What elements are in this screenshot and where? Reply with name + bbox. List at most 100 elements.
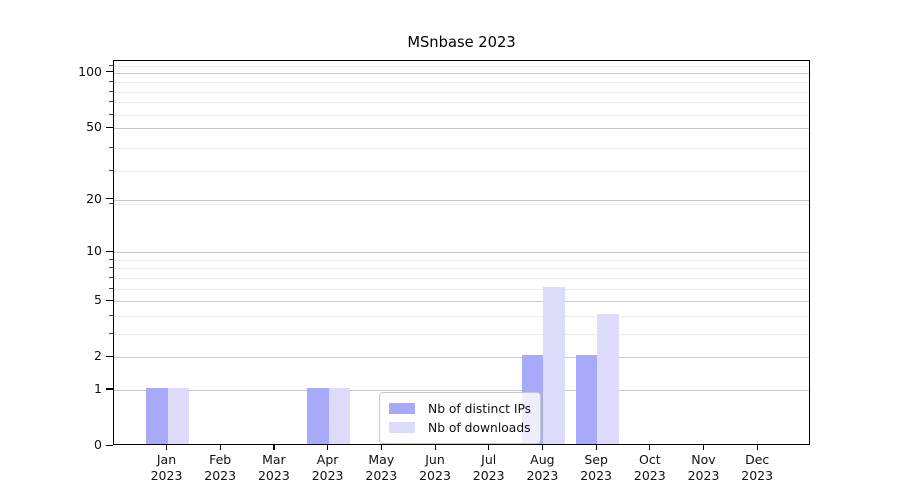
x-tick-mark: [488, 445, 490, 450]
y-gridline-minor: [114, 114, 809, 116]
y-gridline-minor: [114, 82, 809, 84]
y-tick-mark: [106, 299, 113, 301]
y-minor-tick-mark: [109, 64, 113, 66]
y-tick-mark: [106, 71, 113, 73]
x-tick-label: Dec 2023: [725, 452, 789, 484]
y-gridline-major: [114, 357, 809, 359]
y-gridline-minor: [114, 203, 809, 205]
legend-label: Nb of distinct IPs: [428, 401, 532, 416]
x-tick-month: Feb: [209, 452, 232, 467]
y-gridline-minor: [114, 268, 809, 270]
x-tick-label: Oct 2023: [618, 452, 682, 484]
x-tick-month: Jul: [481, 452, 497, 467]
x-tick-year: 2023: [741, 468, 774, 483]
y-tick-mark: [106, 388, 113, 390]
y-gridline-minor: [114, 277, 809, 279]
legend-item: Nb of distinct IPs: [389, 399, 531, 418]
y-gridline-minor: [114, 259, 809, 261]
x-tick-month: Oct: [638, 452, 661, 467]
x-tick-month: Sep: [584, 452, 608, 467]
x-tick-month: Apr: [316, 452, 339, 467]
bar-distinct-ips: [146, 387, 168, 444]
x-tick-year: 2023: [687, 468, 720, 483]
y-tick-mark: [106, 250, 113, 252]
x-tick-label: Apr 2023: [296, 452, 360, 484]
x-tick-year: 2023: [419, 468, 451, 483]
y-gridline-minor: [114, 65, 809, 67]
y-tick-mark: [106, 198, 113, 200]
x-tick-month: May: [368, 452, 395, 467]
y-tick-label: 10: [86, 243, 102, 259]
y-tick-mark: [106, 355, 113, 357]
y-gridline-major: [114, 199, 809, 201]
x-tick-year: 2023: [365, 468, 398, 483]
x-tick-mark: [273, 445, 275, 450]
bar-distinct-ips: [575, 355, 598, 444]
y-gridline-major: [114, 301, 809, 303]
y-gridline-minor: [114, 147, 809, 149]
x-tick-mark: [756, 445, 758, 450]
chart-title: MSnbase 2023: [407, 34, 516, 51]
y-minor-tick-mark: [109, 314, 113, 316]
y-tick-label: 50: [86, 119, 102, 135]
legend-label: Nb of downloads: [428, 420, 531, 435]
bar-distinct-ips: [307, 387, 329, 444]
x-tick-month: Nov: [691, 452, 716, 467]
y-minor-tick-mark: [109, 169, 113, 171]
x-tick-year: 2023: [580, 468, 612, 483]
y-tick-label: 0: [94, 437, 102, 452]
x-tick-month: Jun: [425, 452, 445, 467]
y-minor-tick-mark: [109, 332, 113, 334]
y-gridline-major: [114, 252, 809, 254]
x-tick-mark: [380, 445, 382, 450]
x-tick-year: 2023: [150, 468, 183, 483]
x-tick-label: Feb 2023: [188, 452, 252, 484]
x-tick-year: 2023: [311, 468, 344, 483]
y-minor-tick-mark: [109, 113, 113, 115]
x-tick-mark: [595, 445, 597, 450]
y-minor-tick-mark: [109, 287, 113, 289]
x-tick-year: 2023: [472, 468, 505, 483]
x-tick-label: Mar 2023: [242, 452, 306, 484]
y-gridline-minor: [114, 170, 809, 172]
x-tick-mark: [703, 445, 705, 450]
y-gridline-minor: [114, 315, 809, 317]
y-gridline-minor: [114, 333, 809, 335]
x-tick-month: Dec: [745, 452, 770, 467]
legend-item: Nb of downloads: [389, 418, 531, 437]
y-minor-tick-mark: [109, 146, 113, 148]
y-gridline-major: [114, 128, 809, 130]
x-tick-month: Aug: [530, 452, 555, 467]
y-tick-label: 5: [94, 292, 102, 308]
x-tick-month: Mar: [262, 452, 286, 467]
x-tick-year: 2023: [204, 468, 237, 483]
y-gridline-minor: [114, 102, 809, 104]
x-tick-label: Jun 2023: [403, 452, 467, 484]
y-minor-tick-mark: [109, 258, 113, 260]
y-tick-mark: [106, 444, 113, 446]
legend: Nb of distinct IPs Nb of downloads: [379, 392, 542, 444]
x-tick-mark: [541, 445, 544, 450]
y-minor-tick-mark: [109, 202, 113, 204]
x-tick-mark: [327, 445, 329, 450]
y-minor-tick-mark: [109, 267, 113, 269]
x-tick-year: 2023: [633, 468, 666, 483]
x-tick-label: May 2023: [349, 452, 413, 484]
x-tick-year: 2023: [526, 468, 559, 483]
x-tick-label: Jan 2023: [135, 452, 199, 484]
y-tick-label: 1: [94, 380, 102, 396]
bar-downloads: [543, 286, 565, 444]
x-tick-mark: [166, 445, 168, 450]
y-gridline-major: [114, 389, 809, 391]
y-tick-label: 2: [94, 348, 102, 364]
x-tick-label: Nov 2023: [672, 452, 736, 484]
y-gridline-minor: [114, 288, 809, 290]
y-gridline-minor: [114, 91, 809, 93]
y-minor-tick-mark: [109, 90, 113, 92]
y-tick-label: 20: [86, 190, 102, 206]
x-tick-label: Jul 2023: [457, 452, 521, 484]
legend-swatch: [389, 403, 415, 414]
y-tick-mark: [106, 126, 113, 128]
y-gridline-major: [114, 72, 809, 74]
